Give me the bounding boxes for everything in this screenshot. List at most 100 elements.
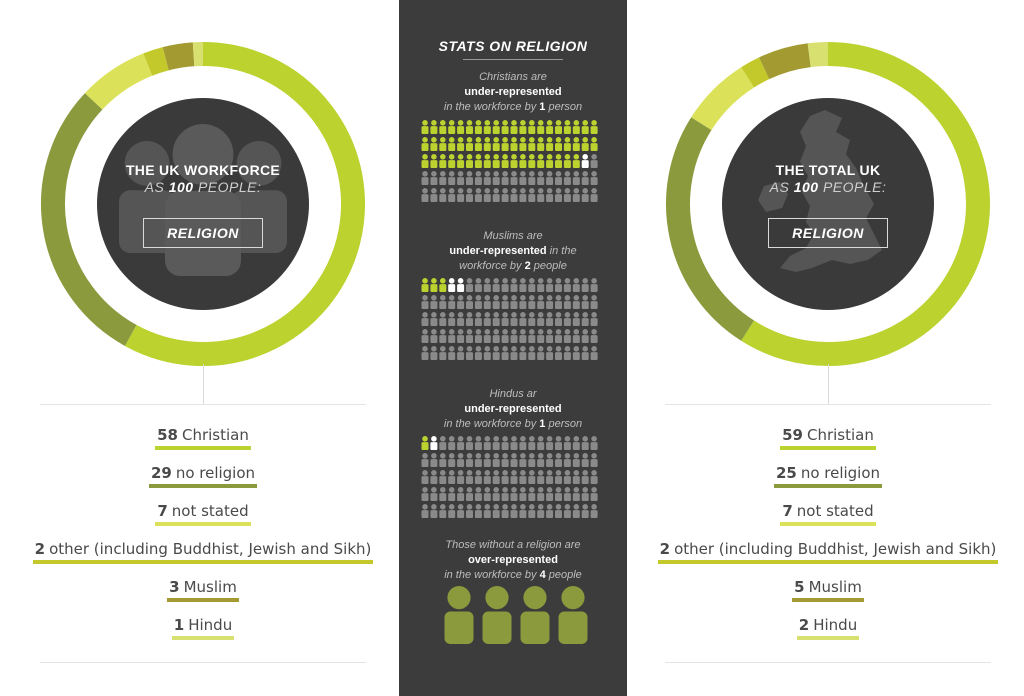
total-uk-stem <box>828 364 829 404</box>
hindus-person-58-icon <box>572 470 580 484</box>
hindus-person-73-icon <box>528 487 536 501</box>
total-uk-legend-label-3: not stated <box>796 502 874 520</box>
total-uk-legend-number-1: 59 <box>782 426 803 444</box>
christians-person-62-icon <box>430 171 438 185</box>
workforce-divider-bottom <box>40 662 366 663</box>
muslims-person-91-icon <box>510 346 518 360</box>
hindus-person-2-icon <box>430 436 438 450</box>
christians-person-78-icon <box>572 171 580 185</box>
muslims-person-14-icon <box>537 278 545 292</box>
total-uk-slice-6 <box>807 42 829 68</box>
stat-noreligion-l3: in the workforce by 4 people <box>399 568 627 583</box>
christians-person-60-icon <box>590 154 598 168</box>
christians-person-88-icon <box>483 188 491 202</box>
hindus-person-88-icon <box>483 504 491 518</box>
noreligion-person-3-icon <box>520 586 550 644</box>
workforce-title-line1: THE UK WORKFORCE <box>125 162 281 178</box>
christians-person-30-icon <box>501 137 509 151</box>
muslims-person-85-icon <box>457 346 465 360</box>
workforce-slice-4 <box>143 47 169 76</box>
total-uk-legend-text-2: 25 no religion <box>773 462 883 488</box>
muslims-person-29-icon <box>492 295 500 309</box>
christians-person-43-icon <box>439 154 447 168</box>
total-uk-title-number: 100 <box>793 179 819 195</box>
stat-noreligion-l1: Those without a religion are <box>445 539 581 551</box>
muslims-person-93-icon <box>528 346 536 360</box>
muslims-person-60-icon <box>590 312 598 326</box>
christians-person-2-icon <box>430 120 438 134</box>
christians-person-63-icon <box>439 171 447 185</box>
muslims-person-16-icon <box>555 278 562 292</box>
christians-person-61-icon <box>421 171 429 185</box>
hindus-person-29-icon <box>492 453 500 467</box>
stat-muslims-l2b: under-represented <box>449 245 547 257</box>
workforce-religion-label: RELIGION <box>143 218 263 248</box>
christians-person-59-icon <box>581 154 589 168</box>
total-uk-legend-text-1: 59 Christian <box>780 424 876 450</box>
total-uk-uk-map-icon <box>758 110 882 272</box>
hindus-person-100-icon <box>590 504 598 518</box>
total-uk-legend-text-3: 7 not stated <box>780 500 876 526</box>
christians-person-12-icon <box>519 120 527 134</box>
christians-person-51-icon <box>510 154 518 168</box>
hindus-person-67-icon <box>474 487 482 501</box>
muslims-person-92-icon <box>519 346 527 360</box>
christians-person-93-icon <box>528 188 536 202</box>
workforce-legend-item-1: 58 Christian <box>0 424 406 462</box>
muslims-person-64-icon <box>448 329 456 343</box>
christians-person-82-icon <box>430 188 438 202</box>
hindus-person-36-icon <box>555 453 562 467</box>
muslims-person-98-icon <box>572 346 580 360</box>
hindus-person-10-icon <box>501 436 509 450</box>
workforce-legend-label-2: no religion <box>175 464 256 482</box>
hindus-person-25-icon <box>457 453 465 467</box>
total-uk-title-line1: THE TOTAL UK <box>775 162 881 178</box>
muslims-person-5-icon <box>457 278 465 292</box>
muslims-person-10-icon <box>501 278 509 292</box>
stat-hindus-l3e: person <box>548 418 583 430</box>
workforce-legend-item-3: 7 not stated <box>0 500 406 538</box>
total-uk-title-as: AS <box>769 179 790 195</box>
hindus-person-27-icon <box>474 453 482 467</box>
christians-person-75-icon <box>546 171 554 185</box>
hindus-person-85-icon <box>457 504 465 518</box>
hindus-person-9-icon <box>492 436 500 450</box>
total-uk-legend-item-4: 2 other (including Buddhist, Jewish and S… <box>625 538 1024 576</box>
hindus-person-40-icon <box>590 453 598 467</box>
muslims-person-17-icon <box>563 278 571 292</box>
total-uk-legend-number-5: 5 <box>794 578 805 596</box>
hindus-person-66-icon <box>466 487 473 501</box>
hindus-person-82-icon <box>430 504 438 518</box>
muslims-person-79-icon <box>581 329 589 343</box>
muslims-person-26-icon <box>466 295 473 309</box>
hindus-person-54-icon <box>537 470 545 484</box>
workforce-legend-number-1: 58 <box>157 426 178 444</box>
christians-person-45-icon <box>457 154 465 168</box>
muslims-person-36-icon <box>555 295 562 309</box>
hindus-person-45-icon <box>457 470 465 484</box>
hindus-person-60-icon <box>590 470 598 484</box>
hindus-person-91-icon <box>510 504 518 518</box>
muslims-person-48-icon <box>483 312 491 326</box>
stat-muslims-text: Muslims are under-represented in the wor… <box>399 229 627 274</box>
noreligion-person-1-icon <box>444 586 474 644</box>
christians-person-3-icon <box>439 120 447 134</box>
muslims-person-84-icon <box>448 346 456 360</box>
muslims-person-19-icon <box>581 278 589 292</box>
workforce-donut-chart <box>41 42 365 366</box>
muslims-person-21-icon <box>421 295 429 309</box>
hindus-person-23-icon <box>439 453 447 467</box>
hindus-person-21-icon <box>421 453 429 467</box>
muslims-person-81-icon <box>421 346 429 360</box>
stat-noreligion-l3b: 4 <box>539 569 546 581</box>
hindus-person-5-icon <box>457 436 465 450</box>
hindus-person-65-icon <box>457 487 465 501</box>
workforce-legend-label-6: Hindu <box>188 616 233 634</box>
stat-noreligion-l3a: in the workforce by <box>444 569 537 581</box>
christians-person-19-icon <box>581 120 589 134</box>
christians-person-69-icon <box>492 171 500 185</box>
noreligion-person-2-icon <box>482 586 512 644</box>
hindus-person-49-icon <box>492 470 500 484</box>
workforce-stem <box>203 364 204 404</box>
hindus-person-35-icon <box>546 453 554 467</box>
